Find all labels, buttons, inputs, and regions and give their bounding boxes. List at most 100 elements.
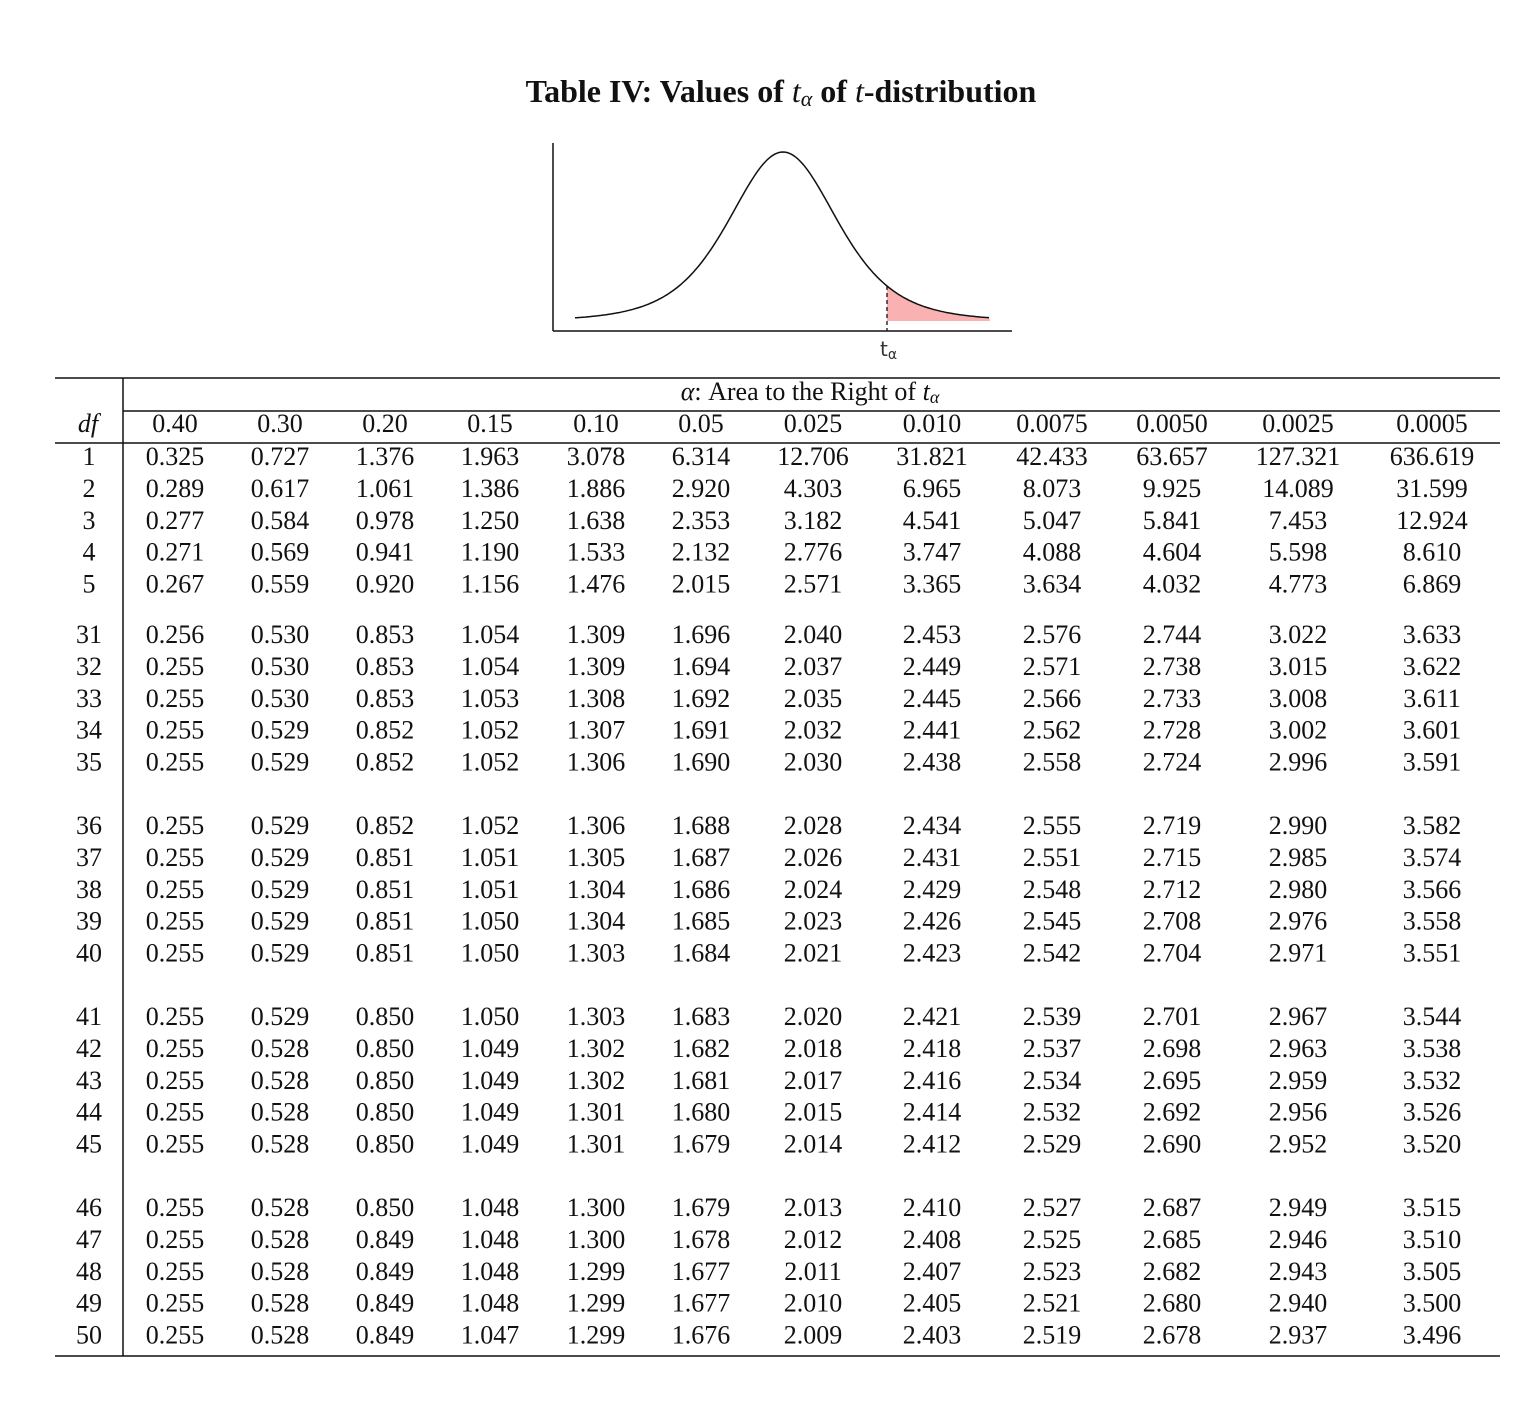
value-cell: 3.496 — [1403, 1321, 1462, 1350]
value-cell: 1.299 — [567, 1257, 626, 1286]
value-cell: 3.591 — [1403, 748, 1462, 777]
value-cell: 2.959 — [1269, 1066, 1328, 1095]
df-cell: 49 — [76, 1289, 102, 1318]
value-cell: 1.048 — [461, 1257, 520, 1286]
value-cell: 0.255 — [146, 843, 205, 872]
df-cell: 46 — [76, 1193, 102, 1222]
value-cell: 0.255 — [146, 684, 205, 713]
value-cell: 1.692 — [672, 684, 731, 713]
value-cell: 2.719 — [1143, 811, 1202, 840]
value-cell: 6.314 — [672, 442, 731, 471]
value-cell: 0.850 — [356, 1034, 415, 1063]
value-cell: 0.529 — [251, 939, 310, 968]
df-cell: 41 — [76, 1002, 102, 1031]
value-cell: 0.530 — [251, 684, 310, 713]
value-cell: 0.851 — [356, 907, 415, 936]
value-cell: 0.850 — [356, 1193, 415, 1222]
value-cell: 3.633 — [1403, 620, 1462, 649]
value-cell: 2.412 — [903, 1130, 962, 1159]
value-cell: 0.617 — [251, 474, 310, 503]
value-cell: 1.302 — [567, 1034, 626, 1063]
value-cell: 3.002 — [1269, 716, 1328, 745]
value-cell: 2.405 — [903, 1289, 962, 1318]
value-cell: 2.562 — [1023, 716, 1082, 745]
value-cell: 14.089 — [1262, 474, 1334, 503]
value-cell: 1.303 — [567, 939, 626, 968]
value-cell: 2.967 — [1269, 1002, 1328, 1031]
value-cell: 2.744 — [1143, 620, 1202, 649]
value-cell: 2.956 — [1269, 1098, 1328, 1127]
title-part: Table IV: Values of — [526, 73, 792, 109]
density-curve — [574, 151, 990, 319]
value-cell: 2.429 — [903, 875, 962, 904]
value-cell: 0.852 — [356, 716, 415, 745]
value-cell: 2.920 — [672, 474, 731, 503]
column-header: 0.40 — [152, 409, 198, 438]
value-cell: 2.976 — [1269, 907, 1328, 936]
value-cell: 0.255 — [146, 907, 205, 936]
value-cell: 4.541 — [903, 506, 962, 535]
value-cell: 2.441 — [903, 716, 962, 745]
value-cell: 0.255 — [146, 1289, 205, 1318]
value-cell: 0.256 — [146, 620, 205, 649]
value-cell: 2.728 — [1143, 716, 1202, 745]
value-cell: 3.182 — [784, 506, 843, 535]
value-cell: 2.017 — [784, 1066, 843, 1095]
value-cell: 2.687 — [1143, 1193, 1202, 1222]
value-cell: 1.299 — [567, 1289, 626, 1318]
value-cell: 1.302 — [567, 1066, 626, 1095]
value-cell: 2.032 — [784, 716, 843, 745]
df-cell: 50 — [76, 1321, 102, 1350]
value-cell: 1.686 — [672, 875, 731, 904]
value-cell: 0.849 — [356, 1225, 415, 1254]
value-cell: 1.304 — [567, 907, 626, 936]
value-cell: 4.604 — [1143, 538, 1202, 567]
value-cell: 0.255 — [146, 1098, 205, 1127]
value-cell: 2.529 — [1023, 1130, 1082, 1159]
value-cell: 3.078 — [567, 442, 626, 471]
value-cell: 0.528 — [251, 1225, 310, 1254]
value-cell: 2.682 — [1143, 1257, 1202, 1286]
value-cell: 0.849 — [356, 1321, 415, 1350]
value-cell: 0.852 — [356, 748, 415, 777]
value-cell: 2.421 — [903, 1002, 962, 1031]
df-cell: 39 — [76, 907, 102, 936]
value-cell: 2.678 — [1143, 1321, 1202, 1350]
value-cell: 0.849 — [356, 1257, 415, 1286]
value-cell: 1.685 — [672, 907, 731, 936]
value-cell: 0.271 — [146, 538, 205, 567]
value-cell: 1.052 — [461, 811, 520, 840]
header-part: t — [923, 377, 931, 406]
value-cell: 2.407 — [903, 1257, 962, 1286]
value-cell: 2.015 — [784, 1098, 843, 1127]
value-cell: 0.277 — [146, 506, 205, 535]
value-cell: 2.028 — [784, 811, 843, 840]
value-cell: 2.018 — [784, 1034, 843, 1063]
value-cell: 0.528 — [251, 1098, 310, 1127]
value-cell: 2.414 — [903, 1098, 962, 1127]
value-cell: 2.534 — [1023, 1066, 1082, 1095]
value-cell: 1.049 — [461, 1130, 520, 1159]
value-cell: 3.520 — [1403, 1130, 1462, 1159]
value-cell: 1.047 — [461, 1321, 520, 1350]
value-cell: 1.680 — [672, 1098, 731, 1127]
value-cell: 2.980 — [1269, 875, 1328, 904]
value-cell: 1.690 — [672, 748, 731, 777]
value-cell: 1.376 — [356, 442, 415, 471]
column-header: 0.05 — [678, 409, 724, 438]
value-cell: 1.687 — [672, 843, 731, 872]
value-cell: 3.532 — [1403, 1066, 1462, 1095]
column-header: 0.30 — [257, 409, 303, 438]
value-cell: 1.676 — [672, 1321, 731, 1350]
header-part: : Area to the Right of — [694, 377, 922, 406]
header-part: α — [930, 387, 940, 407]
value-cell: 0.853 — [356, 684, 415, 713]
value-cell: 1.301 — [567, 1098, 626, 1127]
value-cell: 0.255 — [146, 811, 205, 840]
value-cell: 3.574 — [1403, 843, 1462, 872]
value-cell: 2.408 — [903, 1225, 962, 1254]
value-cell: 2.445 — [903, 684, 962, 713]
value-cell: 2.571 — [784, 570, 843, 599]
value-cell: 1.052 — [461, 716, 520, 745]
df-cell: 35 — [76, 748, 102, 777]
